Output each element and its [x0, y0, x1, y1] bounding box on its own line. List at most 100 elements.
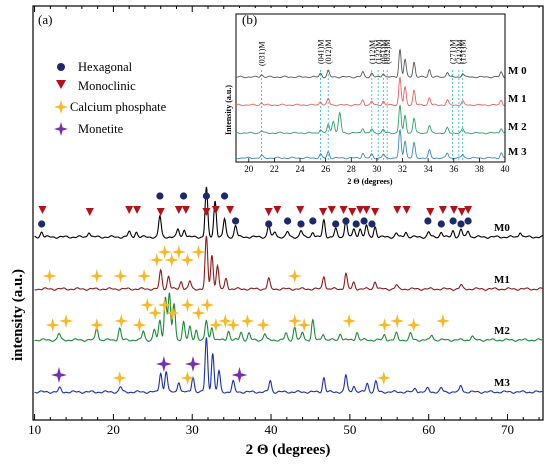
monoclinic-marker — [125, 206, 134, 214]
monetite-marker — [231, 367, 248, 383]
hexagonal-marker — [156, 192, 164, 200]
y-axis-title: intensity (a.u.) — [10, 269, 26, 361]
legend-calcium-phosphate-label: Calcium phosphate — [70, 100, 167, 114]
calcium-phosphate-marker — [342, 314, 357, 328]
legend-monetite-marker — [54, 122, 68, 136]
calcium-phosphate-marker — [89, 318, 104, 332]
monoclinic-marker — [226, 206, 235, 214]
monoclinic-marker — [327, 206, 336, 214]
monoclinic-marker — [449, 206, 458, 214]
panel-label-b: (b) — [242, 12, 257, 27]
monoclinic-marker — [393, 206, 402, 214]
calcium-phosphate-marker — [406, 318, 421, 332]
x-axis-title: 2 Θ (degrees) — [246, 442, 331, 458]
hexagonal-marker — [360, 217, 368, 225]
calcium-phosphate-marker — [287, 314, 302, 328]
inset-x-tick-label: 34 — [424, 164, 434, 174]
hexagonal-marker — [38, 220, 46, 228]
calcium-phosphate-marker — [180, 298, 195, 312]
inset-background — [228, 8, 541, 186]
monoclinic-marker — [438, 206, 447, 214]
monoclinic-marker — [202, 208, 211, 216]
calcium-phosphate-marker — [157, 298, 172, 312]
hexagonal-marker — [309, 217, 317, 225]
inset-x-tick-label: 40 — [501, 164, 511, 174]
legend-monoclinic-label: Monoclinic — [78, 79, 136, 93]
calcium-phosphate-marker — [208, 318, 223, 332]
calcium-phosphate-marker — [165, 306, 180, 320]
peak-annotation: (041)M — [317, 40, 326, 64]
monoclinic-marker — [273, 206, 282, 214]
legend-monoclinic-marker — [56, 80, 66, 89]
panel-label-a: (a) — [38, 12, 52, 27]
inset-curve-label-m-1: M 1 — [508, 93, 527, 105]
inset-peak-annotations: (031)M (041)M(012)M (112)M(132)M(051)M(032… — [258, 40, 468, 66]
peak-annotation: (151)M — [459, 40, 468, 64]
x-tick-label: 50 — [343, 422, 356, 437]
calcium-phosphate-marker — [376, 371, 391, 385]
inset-x-tick-label: 22 — [270, 164, 279, 174]
monoclinic-marker — [339, 206, 348, 214]
monoclinic-marker — [464, 206, 473, 214]
hexagonal-marker — [265, 220, 273, 228]
hexagonal-marker — [449, 217, 457, 225]
inset-plot-frame — [235, 13, 506, 163]
inset-x-tick-label: 36 — [449, 164, 459, 174]
x-tick-label: 40 — [265, 422, 278, 437]
inset-x-axis-ticks: 20 22 24 26 28 30 32 34 36 38 40 — [244, 158, 510, 174]
inset-y-axis-title: Intensity (a.u.) — [224, 85, 233, 135]
main-phase-markers — [38, 192, 473, 385]
monoclinic-marker — [426, 208, 435, 216]
calcium-phosphate-marker — [114, 314, 129, 328]
monoclinic-marker — [362, 206, 371, 214]
calcium-phosphate-marker — [218, 314, 233, 328]
monoclinic-marker — [457, 208, 466, 216]
curve-m2 — [34, 292, 544, 342]
monoclinic-marker — [296, 206, 305, 214]
inset-x-tick-label: 30 — [372, 164, 382, 174]
curve-label-m1: M1 — [494, 274, 510, 286]
calcium-phosphate-marker — [256, 318, 271, 332]
inset-curve-label-m-0: M 0 — [508, 65, 527, 77]
monoclinic-marker — [319, 208, 328, 216]
inset-curve-label-m-3: M 3 — [508, 146, 527, 158]
calcium-phosphate-marker — [191, 245, 206, 259]
inset-curve-m-1 — [235, 76, 505, 107]
calcium-phosphate-marker — [149, 253, 164, 267]
peak-annotation: (012)M — [324, 40, 333, 64]
calcium-phosphate-marker — [200, 298, 215, 312]
calcium-phosphate-marker — [180, 371, 195, 385]
calcium-phosphate-marker — [89, 269, 104, 283]
monetite-marker — [185, 356, 201, 372]
monoclinic-marker — [181, 206, 190, 214]
inset-curve-m-3 — [235, 128, 505, 160]
hexagonal-marker — [464, 217, 472, 225]
peak-annotation: (031)M — [258, 42, 267, 66]
calcium-phosphate-marker — [113, 269, 128, 283]
main-plot-frame — [32, 5, 544, 421]
calcium-phosphate-marker — [164, 253, 179, 267]
x-tick-label: 10 — [28, 422, 41, 437]
calcium-phosphate-marker — [377, 318, 392, 332]
main-curve-labels: M0 M1 M2 M3 — [494, 222, 510, 389]
hexagonal-marker — [202, 192, 211, 200]
calcium-phosphate-marker — [435, 314, 450, 328]
peak-annotation: (032)M — [383, 40, 392, 64]
curve-m0 — [34, 186, 544, 239]
calcium-phosphate-marker — [42, 269, 57, 283]
monoclinic-marker — [402, 206, 411, 214]
calcium-phosphate-marker — [45, 318, 60, 332]
inset-x-tick-label: 24 — [296, 164, 306, 174]
x-tick-label: 30 — [186, 422, 199, 437]
hexagonal-marker — [179, 192, 188, 200]
hexagonal-marker — [437, 220, 445, 228]
monoclinic-marker — [156, 208, 165, 216]
monoclinic-marker — [371, 208, 380, 216]
hexagonal-marker — [332, 220, 340, 228]
hexagonal-marker — [424, 217, 432, 225]
calcium-phosphate-marker — [297, 318, 312, 332]
legend-hexagonal-marker — [57, 63, 65, 71]
peak-annotation: (271)M — [448, 40, 457, 64]
curve-m3 — [34, 337, 544, 394]
